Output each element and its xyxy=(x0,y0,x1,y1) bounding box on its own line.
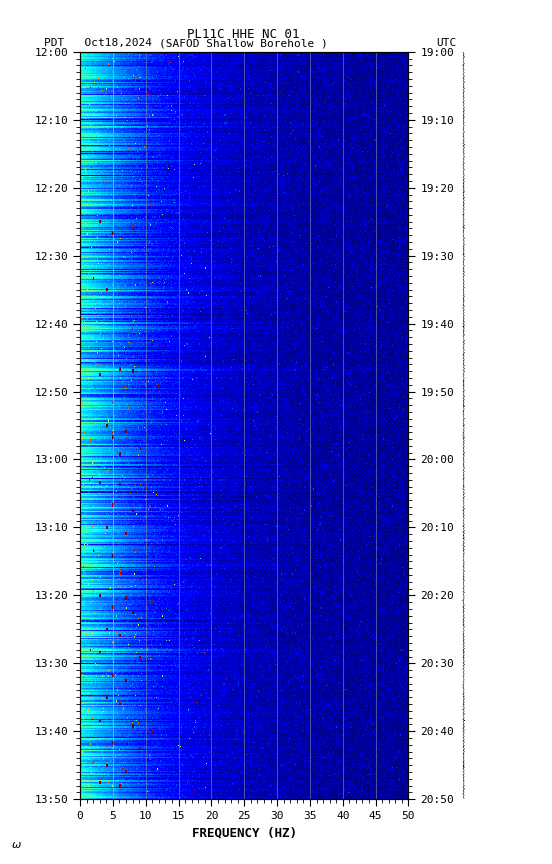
X-axis label: FREQUENCY (HZ): FREQUENCY (HZ) xyxy=(192,827,297,840)
Text: PL11C HHE NC 01: PL11C HHE NC 01 xyxy=(187,28,299,41)
Text: $\omega$: $\omega$ xyxy=(11,841,22,850)
Text: PDT   Oct18,2024: PDT Oct18,2024 xyxy=(44,38,152,48)
Text: UTC: UTC xyxy=(436,38,457,48)
Text: (SAFOD Shallow Borehole ): (SAFOD Shallow Borehole ) xyxy=(158,38,327,48)
